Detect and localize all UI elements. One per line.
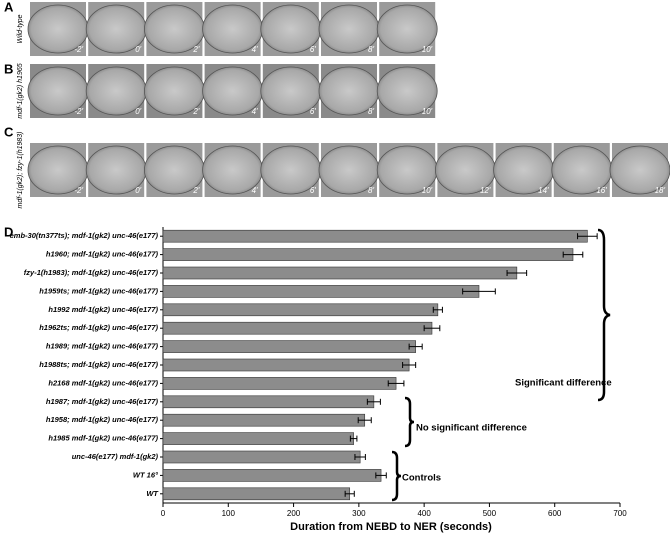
bar (162, 395, 375, 409)
y-tick-label: h1992 mdf-1(gk2) unc-46(e177) (48, 305, 158, 314)
bar (162, 303, 439, 317)
x-tick-label: 600 (548, 509, 562, 518)
bracket (404, 396, 415, 448)
time-label: -2' (74, 107, 83, 116)
time-label: 16' (596, 186, 607, 195)
x-tick-label: 200 (287, 509, 301, 518)
y-tick-label: h1988ts; mdf-1(gk2) unc-46(e177) (39, 360, 158, 369)
time-label: 18' (655, 186, 666, 195)
y-tick-label: WT 16° (133, 470, 159, 479)
panel-letter: D (4, 224, 13, 239)
embryo (376, 66, 438, 116)
x-tick-label: 100 (222, 509, 236, 518)
time-label: 2' (192, 45, 199, 54)
y-tick-label: h2168 mdf-1(gk2) unc-46(e177) (48, 378, 158, 387)
time-label: 4' (252, 107, 258, 116)
embryo (376, 4, 438, 54)
y-tick-label: h1959ts; mdf-1(gk2) unc-46(e177) (39, 286, 158, 295)
bar (162, 469, 382, 482)
annotation: Controls (402, 473, 441, 484)
time-label: 10' (422, 45, 433, 54)
y-tick-label: WT (146, 489, 159, 498)
time-label: 4' (252, 45, 258, 54)
x-tick-label: 400 (417, 509, 431, 518)
bar (162, 377, 397, 390)
y-tick-label: h1962ts; mdf-1(gk2) unc-46(e177) (39, 323, 158, 332)
y-tick-label: fzy-1(h1983); mdf-1(gk2) unc-46(e177) (24, 268, 159, 277)
y-tick-label: h1989; mdf-1(gk2) unc-46(e177) (46, 342, 159, 351)
row-label: Wild-type (17, 14, 24, 43)
time-label: 10' (422, 107, 433, 116)
bar (162, 248, 574, 261)
time-label: 8' (368, 45, 374, 54)
time-label: 0' (135, 45, 141, 54)
time-label: 6' (310, 186, 316, 195)
y-tick-label: h1985 mdf-1(gk2) unc-46(e177) (48, 434, 158, 443)
bar (162, 340, 416, 353)
bar (162, 450, 361, 464)
embryo (609, 145, 670, 195)
panel-letter: C (4, 124, 14, 139)
time-label: 8' (368, 107, 374, 116)
bracket (391, 450, 402, 502)
y-tick-label: emb-30(tn377ts); mdf-1(gk2) unc-46(e177) (10, 231, 159, 240)
panel-letter: B (4, 61, 13, 76)
time-label: 0' (135, 186, 141, 195)
annotation: Significant difference (515, 378, 612, 389)
y-tick-label: h1987; mdf-1(gk2) unc-46(e177) (46, 397, 159, 406)
time-label: 10' (422, 186, 433, 195)
time-label: 4' (252, 186, 258, 195)
bar (162, 358, 410, 372)
annotation: No significant difference (416, 423, 527, 434)
x-tick-label: 300 (352, 509, 366, 518)
x-axis-label: Duration from NEBD to NER (seconds) (290, 521, 492, 533)
time-label: -2' (74, 45, 83, 54)
bar (162, 229, 588, 243)
time-label: 14' (538, 186, 549, 195)
bar (162, 321, 433, 335)
x-tick-label: 500 (483, 509, 497, 518)
y-tick-label: h1958; mdf-1(gk2) unc-46(e177) (46, 415, 159, 424)
bar (162, 285, 480, 298)
time-label: 12' (480, 186, 491, 195)
x-tick-label: 700 (613, 509, 627, 518)
time-label: 2' (192, 186, 199, 195)
time-label: 6' (310, 45, 316, 54)
time-label: 8' (368, 186, 374, 195)
row-label: mdf-1(gk2) h1965 (17, 63, 24, 118)
time-label: -2' (74, 186, 83, 195)
panel-letter: A (4, 0, 14, 14)
time-label: 2' (192, 107, 199, 116)
x-tick-label: 0 (161, 509, 166, 518)
time-label: 0' (135, 107, 141, 116)
bar (162, 487, 351, 501)
bar (162, 413, 366, 427)
bar (162, 266, 518, 280)
time-label: 6' (310, 107, 316, 116)
y-tick-label: h1960; mdf-1(gk2) unc-46(e177) (46, 250, 159, 259)
y-tick-label: unc-46(e177) mdf-1(gk2) (72, 452, 159, 461)
bar (162, 432, 354, 445)
bracket (597, 228, 611, 402)
row-label: mdf-1(gk2); fzy-1(h1983) (17, 131, 24, 208)
